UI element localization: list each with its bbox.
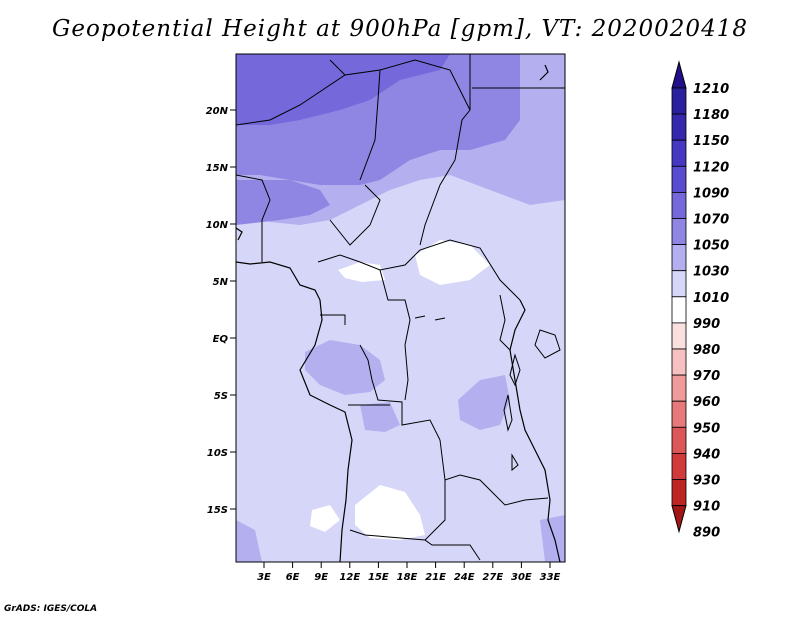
colorbar-top-arrow: [671, 60, 687, 89]
colorbar-swatch: [671, 139, 687, 167]
lon-label: 21E: [425, 572, 446, 583]
colorbar-swatch: [671, 270, 687, 298]
lon-label: 24E: [454, 572, 475, 583]
colorbar-label: 1180: [693, 108, 729, 123]
field-990-centre: [415, 240, 490, 285]
colorbar-label: 1030: [693, 265, 729, 280]
lat-label: 10S: [207, 448, 228, 459]
colorbar-label: 1070: [693, 213, 729, 228]
field-west-band: [236, 180, 330, 225]
colorbar-swatch: [671, 191, 687, 219]
colorbar-label: 1050: [693, 239, 729, 254]
colorbar-label: 940: [693, 447, 720, 462]
colorbar-label: 980: [693, 343, 720, 358]
lat-label: 20N: [206, 106, 229, 117]
lon-label: 6E: [286, 572, 300, 583]
colorbar-swatch: [671, 400, 687, 428]
latitude-axis: 20N 15N 10N 5N EQ 5S 10S 15S: [206, 106, 236, 516]
lat-label: 10N: [206, 220, 229, 231]
grads-credit: GrADS: IGES/COLA: [4, 604, 98, 614]
colorbar-bottom-arrow: [671, 505, 687, 534]
colorbar: 1210 1180 1150 1120 1090 1070 1050 1030 1010 990 9…: [671, 60, 729, 541]
colorbar-swatch: [671, 87, 687, 115]
colorbar-swatch: [671, 322, 687, 350]
colorbar-label: 1210: [693, 82, 729, 97]
lakes: [414, 315, 561, 472]
colorbar-swatch: [671, 218, 687, 246]
colorbar-label: 930: [693, 474, 720, 489]
colorbar-label: 990: [693, 317, 720, 332]
colorbar-label: 1150: [693, 134, 729, 149]
lon-label: 15E: [368, 572, 389, 583]
colorbar-label: 950: [693, 421, 720, 436]
field-990-southwest: [310, 505, 340, 532]
lon-label: 9E: [314, 572, 328, 583]
lon-label: 3E: [257, 572, 271, 583]
colorbar-swatch: [671, 426, 687, 454]
colorbar-swatch: [671, 374, 687, 402]
colorbar-label: 1120: [693, 160, 729, 175]
colorbar-swatch: [671, 348, 687, 376]
colorbar-swatch: [671, 452, 687, 480]
colorbar-swatch: [671, 479, 687, 507]
lat-label: 15S: [207, 505, 228, 516]
colorbar-label: 890: [693, 526, 720, 541]
field-990-south: [355, 485, 425, 540]
lat-label: 5S: [214, 391, 228, 402]
lon-label: 33E: [540, 572, 561, 583]
longitude-axis: 3E 6E 9E 12E 15E 18E 21E 24E 27E 30E 33E: [257, 562, 561, 583]
colorbar-swatch: [671, 296, 687, 324]
field-1090-north: [236, 54, 450, 125]
coastlines: [235, 64, 561, 563]
lat-label: EQ: [213, 334, 229, 345]
lon-label: 12E: [339, 572, 360, 583]
lat-label: 5N: [213, 277, 229, 288]
colorbar-label: 910: [693, 500, 720, 515]
country-borders: [235, 54, 565, 561]
colorbar-label: 960: [693, 395, 720, 410]
colorbar-label: 970: [693, 369, 720, 384]
lon-label: 30E: [511, 572, 532, 583]
lon-label: 27E: [482, 572, 503, 583]
colorbar-label: 1090: [693, 186, 729, 201]
lat-label: 15N: [206, 163, 229, 174]
colorbar-swatch: [671, 113, 687, 141]
chart-title: Geopotential Height at 900hPa [gpm], VT:…: [52, 16, 748, 42]
field-1050-sw: [236, 520, 262, 562]
map-frame: [235, 53, 566, 563]
field-1050-se: [540, 515, 565, 562]
field-1050-east: [458, 375, 510, 430]
colorbar-swatch: [671, 244, 687, 272]
field-1050-angola: [360, 402, 400, 432]
colorbar-label: 1010: [693, 291, 729, 306]
colorbar-swatch: [671, 165, 687, 193]
lon-label: 18E: [397, 572, 418, 583]
